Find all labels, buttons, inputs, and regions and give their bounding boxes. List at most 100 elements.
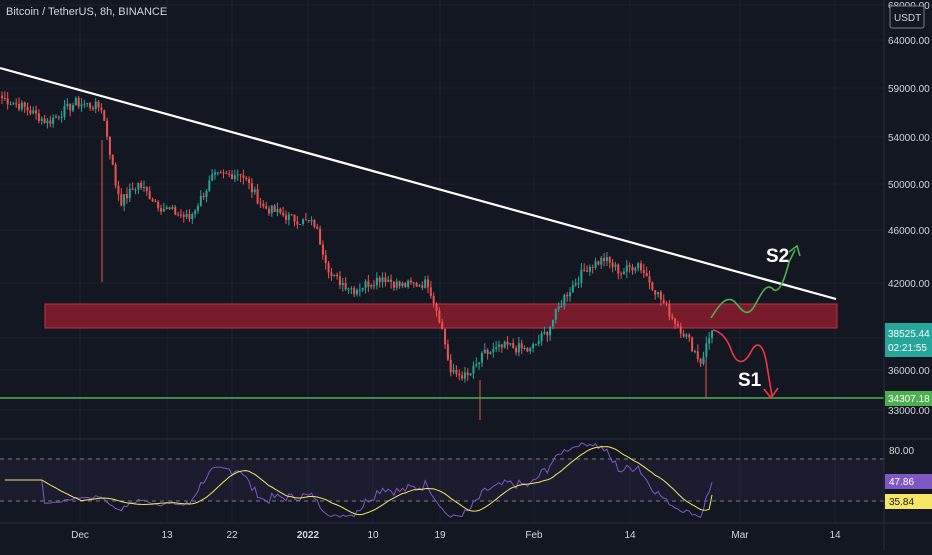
candle-body xyxy=(324,254,327,264)
candle-body xyxy=(512,343,515,348)
candle-body xyxy=(219,172,222,174)
candle-body xyxy=(225,173,228,175)
candle-body xyxy=(123,194,126,206)
candle-body xyxy=(336,274,339,277)
candle-body xyxy=(66,103,69,107)
candle-body xyxy=(594,261,597,268)
descending-trendline xyxy=(0,66,837,301)
candle-body xyxy=(529,348,532,352)
candle-body xyxy=(168,207,171,209)
candle-body xyxy=(282,213,285,216)
candle-body xyxy=(125,194,128,199)
candle-body xyxy=(49,120,52,124)
candle-body xyxy=(97,101,100,108)
candle-body xyxy=(452,369,455,373)
candle-body xyxy=(69,103,72,111)
candle-body xyxy=(333,274,336,276)
candle-body xyxy=(177,214,180,216)
candle-body xyxy=(654,290,657,295)
candle-body xyxy=(327,263,330,273)
candle-body xyxy=(273,205,276,213)
candle-body xyxy=(520,343,523,349)
time-tick-label: 2022 xyxy=(297,530,320,541)
candle-body xyxy=(614,264,617,267)
candle-body xyxy=(316,226,319,229)
candle-body xyxy=(691,337,694,352)
candle-body xyxy=(194,210,197,215)
candle-body xyxy=(54,116,57,118)
candle-body xyxy=(515,347,518,353)
candle-body xyxy=(245,177,248,180)
candle-body xyxy=(242,175,245,178)
time-tick-label: 14 xyxy=(624,530,636,541)
candle-body xyxy=(526,347,529,352)
candle-body xyxy=(500,344,503,348)
candle-body xyxy=(29,110,32,114)
resistance-zone xyxy=(44,303,838,329)
candle-body xyxy=(279,209,282,214)
candle-body xyxy=(108,136,111,155)
candle-body xyxy=(191,214,194,219)
candle-body xyxy=(387,279,390,282)
candle-body xyxy=(429,287,432,297)
candle-body xyxy=(202,195,205,198)
candle-body xyxy=(165,207,168,210)
candle-body xyxy=(412,282,415,284)
candle-body xyxy=(381,277,384,282)
candle-body xyxy=(441,321,444,330)
candle-body xyxy=(188,214,191,219)
candle-body xyxy=(503,341,506,348)
candle-body xyxy=(270,205,273,214)
rsi-ma-line xyxy=(4,446,713,516)
price-tick-label: 33000.00 xyxy=(888,406,930,417)
candle-body xyxy=(160,208,163,212)
candle-body xyxy=(549,326,552,336)
candle-body xyxy=(517,343,520,353)
candle-body xyxy=(583,269,586,271)
rsi-pane xyxy=(0,438,932,518)
candle-body xyxy=(506,341,509,345)
chart-title: Bitcoin / TetherUS, 8h, BINANCE xyxy=(6,6,168,18)
candle-body xyxy=(648,276,651,283)
candle-body xyxy=(330,272,333,276)
candle-body xyxy=(15,103,18,105)
candle-body xyxy=(705,343,708,357)
candle-body xyxy=(40,118,43,121)
candle-body xyxy=(486,349,489,354)
candle-body xyxy=(492,348,495,353)
support-price-badge xyxy=(885,391,932,406)
candle-body xyxy=(472,365,475,374)
candle-body xyxy=(358,289,361,291)
candle-body xyxy=(248,179,251,183)
candle-body xyxy=(557,306,560,310)
rsi-band-fill xyxy=(0,459,884,501)
countdown-label: 02:21:55 xyxy=(888,343,927,354)
last-price-badge xyxy=(885,323,932,357)
candle-body xyxy=(702,356,705,364)
time-tick-label: 22 xyxy=(226,530,238,541)
candle-body xyxy=(711,330,713,339)
candle-body xyxy=(9,104,12,106)
candle-body xyxy=(674,318,677,324)
candle-body xyxy=(344,283,347,290)
candle-body xyxy=(409,280,412,283)
candle-body xyxy=(250,182,253,193)
candle-body xyxy=(313,219,316,227)
rsi-ma-badge xyxy=(885,494,932,509)
candle-body xyxy=(57,116,60,118)
candle-body xyxy=(211,174,214,181)
candle-body xyxy=(114,164,117,186)
price-tick-label: 42000.00 xyxy=(888,279,930,290)
candle-body xyxy=(560,305,563,307)
candle-body xyxy=(605,257,608,262)
candle-body xyxy=(296,221,299,225)
candle-body xyxy=(196,206,199,211)
candle-body xyxy=(554,309,557,320)
candle-body xyxy=(276,209,279,213)
time-tick-label: Feb xyxy=(525,530,543,541)
candle-body xyxy=(532,344,535,349)
candle-body xyxy=(43,118,46,124)
